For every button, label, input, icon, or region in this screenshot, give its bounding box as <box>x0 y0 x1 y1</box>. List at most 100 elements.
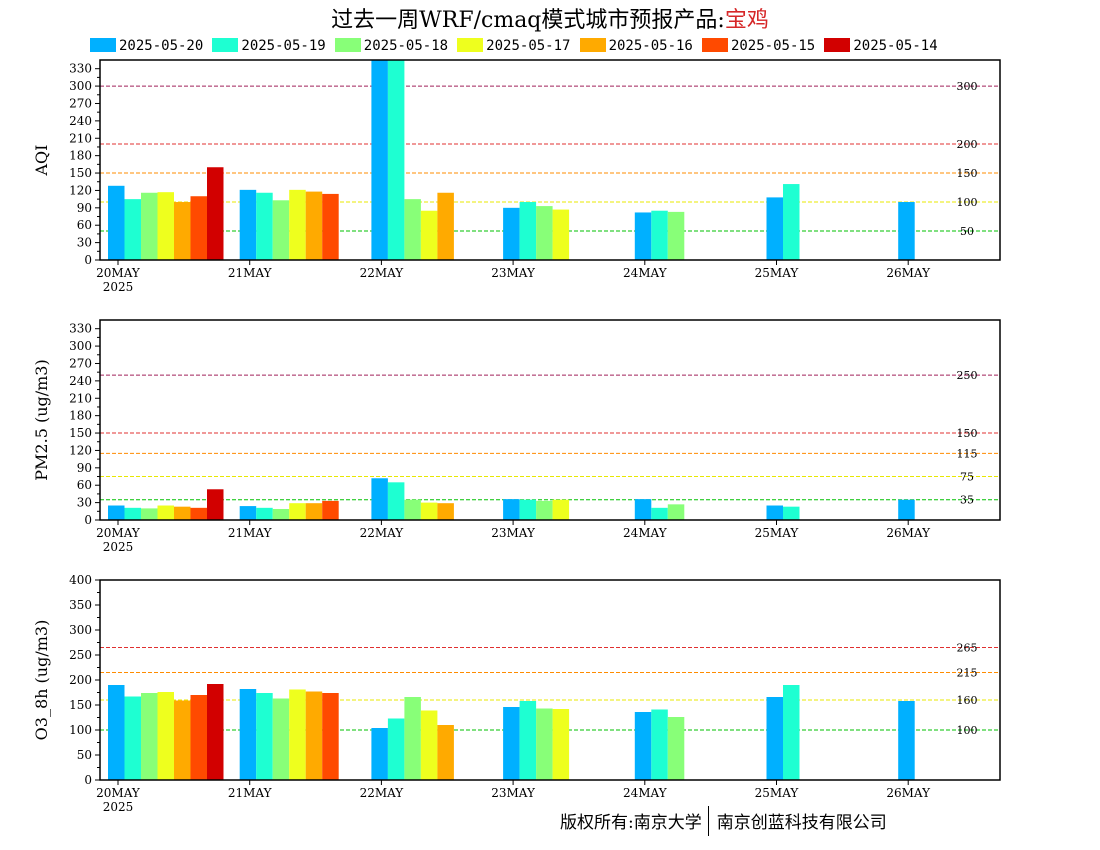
x-tick-label: 21MAY <box>228 266 273 280</box>
y-tick-label: 30 <box>77 496 92 510</box>
bar <box>289 189 306 260</box>
bar <box>108 685 125 780</box>
bar <box>766 197 783 260</box>
bar <box>190 695 207 780</box>
threshold-label: 100 <box>957 724 978 737</box>
y-tick-label: 120 <box>69 183 92 197</box>
bar <box>437 725 454 780</box>
legend-swatch <box>579 38 606 52</box>
bar <box>766 697 783 780</box>
bar <box>124 696 141 780</box>
y-tick-label: 150 <box>69 426 92 440</box>
bar <box>783 506 800 520</box>
bar <box>322 193 339 260</box>
legend-label: 2025-05-18 <box>363 38 449 54</box>
x-year-label: 2025 <box>103 280 134 294</box>
y-tick-label: 350 <box>69 598 92 612</box>
bar <box>322 693 339 780</box>
y-tick-label: 0 <box>84 253 92 267</box>
footer-divider <box>707 806 709 836</box>
bar <box>667 211 685 260</box>
bar <box>272 200 290 260</box>
y-tick-label: 330 <box>69 62 92 76</box>
plot-frame <box>99 319 1001 521</box>
bar <box>239 689 257 780</box>
threshold-label: 150 <box>957 167 978 180</box>
bar <box>157 505 174 520</box>
bar <box>289 503 306 520</box>
legend-item: 2025-05-15 <box>701 37 816 55</box>
threshold-label: 100 <box>957 196 978 209</box>
legend-swatch <box>824 38 851 52</box>
bar <box>552 499 570 520</box>
y-axis-label: AQI <box>32 145 51 177</box>
bar <box>519 499 537 520</box>
x-tick-label: 24MAY <box>623 526 668 540</box>
y-tick-label: 270 <box>69 96 92 110</box>
bar <box>174 700 191 780</box>
y-axis-label: O3_8h (ug/m3) <box>32 620 51 741</box>
y-tick-label: 250 <box>69 648 92 662</box>
legend-item: 2025-05-17 <box>457 37 570 55</box>
y-tick-label: 180 <box>69 409 92 423</box>
bar <box>651 507 668 520</box>
bar <box>174 506 191 520</box>
copyright-owner: 版权所有:南京大学 <box>560 813 702 833</box>
bar <box>305 191 323 260</box>
bar <box>404 199 421 260</box>
bar <box>272 508 290 520</box>
y-tick-label: 270 <box>69 356 92 370</box>
x-tick-label: 23MAY <box>491 526 536 540</box>
bar <box>256 693 273 780</box>
bar <box>634 712 652 780</box>
bar <box>190 507 207 520</box>
bar <box>124 507 141 520</box>
threshold-label: 50 <box>960 225 974 238</box>
legend-swatch <box>701 38 728 52</box>
y-tick-label: 30 <box>77 236 92 250</box>
bar <box>207 489 224 520</box>
legend-label: 2025-05-16 <box>608 38 693 54</box>
bar <box>190 196 207 260</box>
y-tick-label: 0 <box>84 513 92 527</box>
plot-frame <box>99 59 1001 261</box>
bar <box>124 199 141 260</box>
copyright-company: 南京创蓝科技有限公司 <box>716 813 887 833</box>
legend-label: 2025-05-15 <box>730 38 816 54</box>
bar <box>783 685 800 780</box>
bar <box>503 499 520 520</box>
bar <box>371 60 388 260</box>
bar <box>141 192 158 260</box>
bar <box>898 202 915 260</box>
bar <box>519 701 537 780</box>
y-tick-label: 90 <box>77 201 92 215</box>
bar <box>305 691 323 780</box>
y-tick-label: 240 <box>69 114 92 128</box>
title-city: 宝鸡 <box>724 8 769 33</box>
bar <box>898 701 915 780</box>
x-tick-label: 22MAY <box>360 786 405 800</box>
x-tick-label: 22MAY <box>360 526 405 540</box>
bar <box>651 210 668 260</box>
y-tick-label: 150 <box>69 698 92 712</box>
y-tick-label: 180 <box>69 149 92 163</box>
legend-swatch <box>457 38 484 52</box>
bar <box>141 508 158 520</box>
y-tick-label: 60 <box>77 478 92 492</box>
threshold-label: 75 <box>960 471 974 484</box>
bar <box>536 500 553 520</box>
bar <box>174 202 191 260</box>
bar <box>108 505 125 520</box>
y-tick-label: 50 <box>77 748 92 762</box>
bar <box>207 167 224 260</box>
x-tick-label: 21MAY <box>228 786 273 800</box>
bar <box>387 482 405 520</box>
legend: 2025-05-20 2025-05-19 2025-05-18 2025-05… <box>90 35 942 55</box>
bar <box>634 212 652 260</box>
y-tick-label: 200 <box>69 673 92 687</box>
threshold-label: 265 <box>957 642 978 655</box>
bar <box>536 206 553 260</box>
bar <box>239 506 257 520</box>
bar <box>108 185 125 260</box>
